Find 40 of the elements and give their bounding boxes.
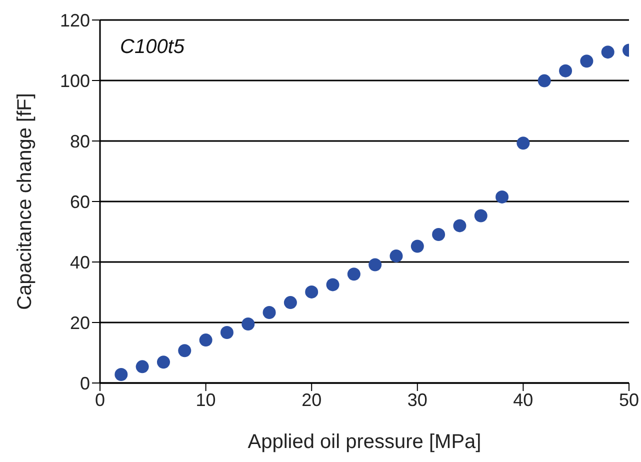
point (347, 268, 360, 281)
point (559, 64, 572, 78)
x-tick-label: 50 (618, 390, 640, 410)
x-tick-label: 30 (407, 390, 428, 410)
point (156, 356, 170, 369)
point (474, 209, 488, 222)
point (136, 360, 149, 374)
y-tick-label: 120 (60, 10, 90, 30)
point (368, 258, 382, 272)
point (114, 368, 128, 382)
point (284, 296, 297, 310)
x-tick-label: 0 (94, 390, 106, 410)
y-tick-label: 20 (70, 312, 90, 333)
point (432, 228, 446, 241)
x-tick-label: 20 (302, 390, 322, 410)
point (580, 54, 594, 68)
x-tick-label: 40 (513, 390, 534, 410)
point (262, 306, 276, 320)
point (242, 318, 255, 331)
y-tick-label: 60 (70, 192, 90, 212)
point (453, 219, 466, 232)
point (496, 190, 509, 204)
point (390, 249, 403, 262)
point (601, 46, 614, 59)
point (516, 136, 530, 150)
point (538, 74, 551, 88)
point (305, 285, 318, 298)
y-tick-label: 40 (70, 252, 90, 272)
point (199, 334, 212, 347)
x-tick-label: 10 (196, 390, 216, 410)
x-axis-title: Applied oil pressure [MPa] (248, 431, 482, 453)
point (410, 240, 424, 253)
y-tick-label: 100 (60, 70, 90, 91)
y-axis-title: Capacitance change [fF] (14, 93, 36, 310)
y-tick-label: 80 (70, 131, 90, 152)
point (220, 326, 234, 339)
y-tick-label: 0 (80, 373, 90, 394)
point (326, 278, 340, 292)
point (178, 344, 192, 358)
annotation: C100t5 (120, 36, 184, 59)
